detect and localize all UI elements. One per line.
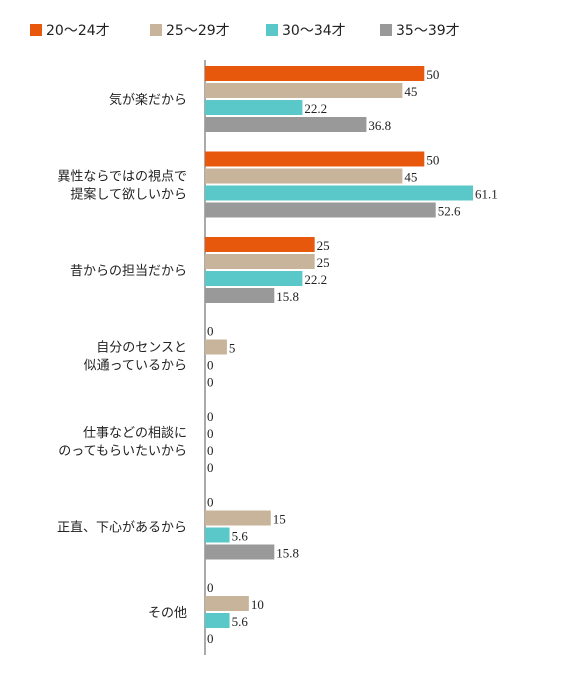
plot-area: 気が楽だから504522.236.8異性ならではの視点で提案して欲しいから504…: [57, 60, 498, 655]
bar: [205, 510, 271, 526]
data-label: 45: [404, 84, 417, 99]
bar: [205, 271, 303, 286]
category-label: 提案して欲しいから: [70, 187, 187, 203]
data-label: 15.8: [276, 546, 299, 561]
bar: [205, 100, 303, 115]
bar: [205, 168, 403, 184]
data-label: 0: [207, 409, 214, 424]
data-label: 50: [426, 153, 439, 168]
data-label: 5: [229, 341, 236, 356]
data-label: 15.8: [276, 289, 299, 304]
data-label: 50: [426, 67, 439, 82]
category-label: 正直、下心があるから: [57, 521, 187, 536]
legend-swatch: [30, 24, 42, 36]
data-label: 0: [207, 358, 214, 373]
data-label: 0: [207, 443, 214, 458]
legend-label: 20〜24才: [46, 23, 110, 39]
data-label: 22.2: [304, 272, 327, 287]
bar: [205, 117, 367, 132]
category-label: 昔からの担当だから: [70, 264, 187, 279]
category-label: 異性ならではの視点で: [57, 170, 187, 185]
data-label: 0: [207, 324, 214, 339]
data-label: 0: [207, 375, 214, 390]
data-label: 15: [273, 512, 286, 527]
data-label: 0: [207, 580, 214, 595]
category-label: 仕事などの相談に: [83, 425, 187, 441]
bar: [205, 151, 425, 167]
data-label: 0: [207, 426, 214, 441]
bar: [205, 544, 275, 560]
data-label: 5.6: [232, 614, 249, 629]
legend-swatch: [266, 24, 278, 36]
legend-swatch: [150, 24, 162, 36]
data-label: 22.2: [304, 101, 327, 116]
data-label: 61.1: [475, 187, 498, 202]
data-label: 25: [317, 255, 330, 270]
data-label: 10: [251, 597, 264, 612]
category-label: のってもらいたいから: [58, 444, 187, 459]
data-label: 5.6: [232, 529, 249, 544]
data-label: 36.8: [368, 118, 391, 133]
data-label: 0: [207, 631, 214, 646]
legend-label: 35〜39才: [396, 23, 460, 39]
data-label: 25: [317, 238, 330, 253]
bar: [205, 527, 230, 543]
legend: 20〜24才 25〜29才 30〜34才 35〜39才: [30, 23, 460, 39]
bar: [205, 288, 275, 303]
category-label: その他: [148, 606, 187, 621]
category-label: 似通っているから: [84, 359, 187, 374]
bar: [205, 596, 249, 611]
data-label: 0: [207, 495, 214, 510]
bar: [205, 339, 227, 355]
bar: [205, 613, 230, 628]
bar: [205, 66, 425, 81]
bar: [205, 202, 436, 218]
bar: [205, 83, 403, 98]
legend-label: 25〜29才: [166, 23, 230, 39]
bar: [205, 185, 473, 201]
category-label: 自分のセンスと: [96, 341, 187, 356]
legend-label: 30〜34才: [282, 23, 346, 39]
data-label: 45: [404, 170, 417, 185]
data-label: 0: [207, 460, 214, 475]
bar: [205, 237, 315, 252]
data-label: 52.6: [438, 204, 461, 219]
bar: [205, 254, 315, 269]
category-label: 気が楽だから: [109, 92, 187, 108]
legend-swatch: [380, 24, 392, 36]
